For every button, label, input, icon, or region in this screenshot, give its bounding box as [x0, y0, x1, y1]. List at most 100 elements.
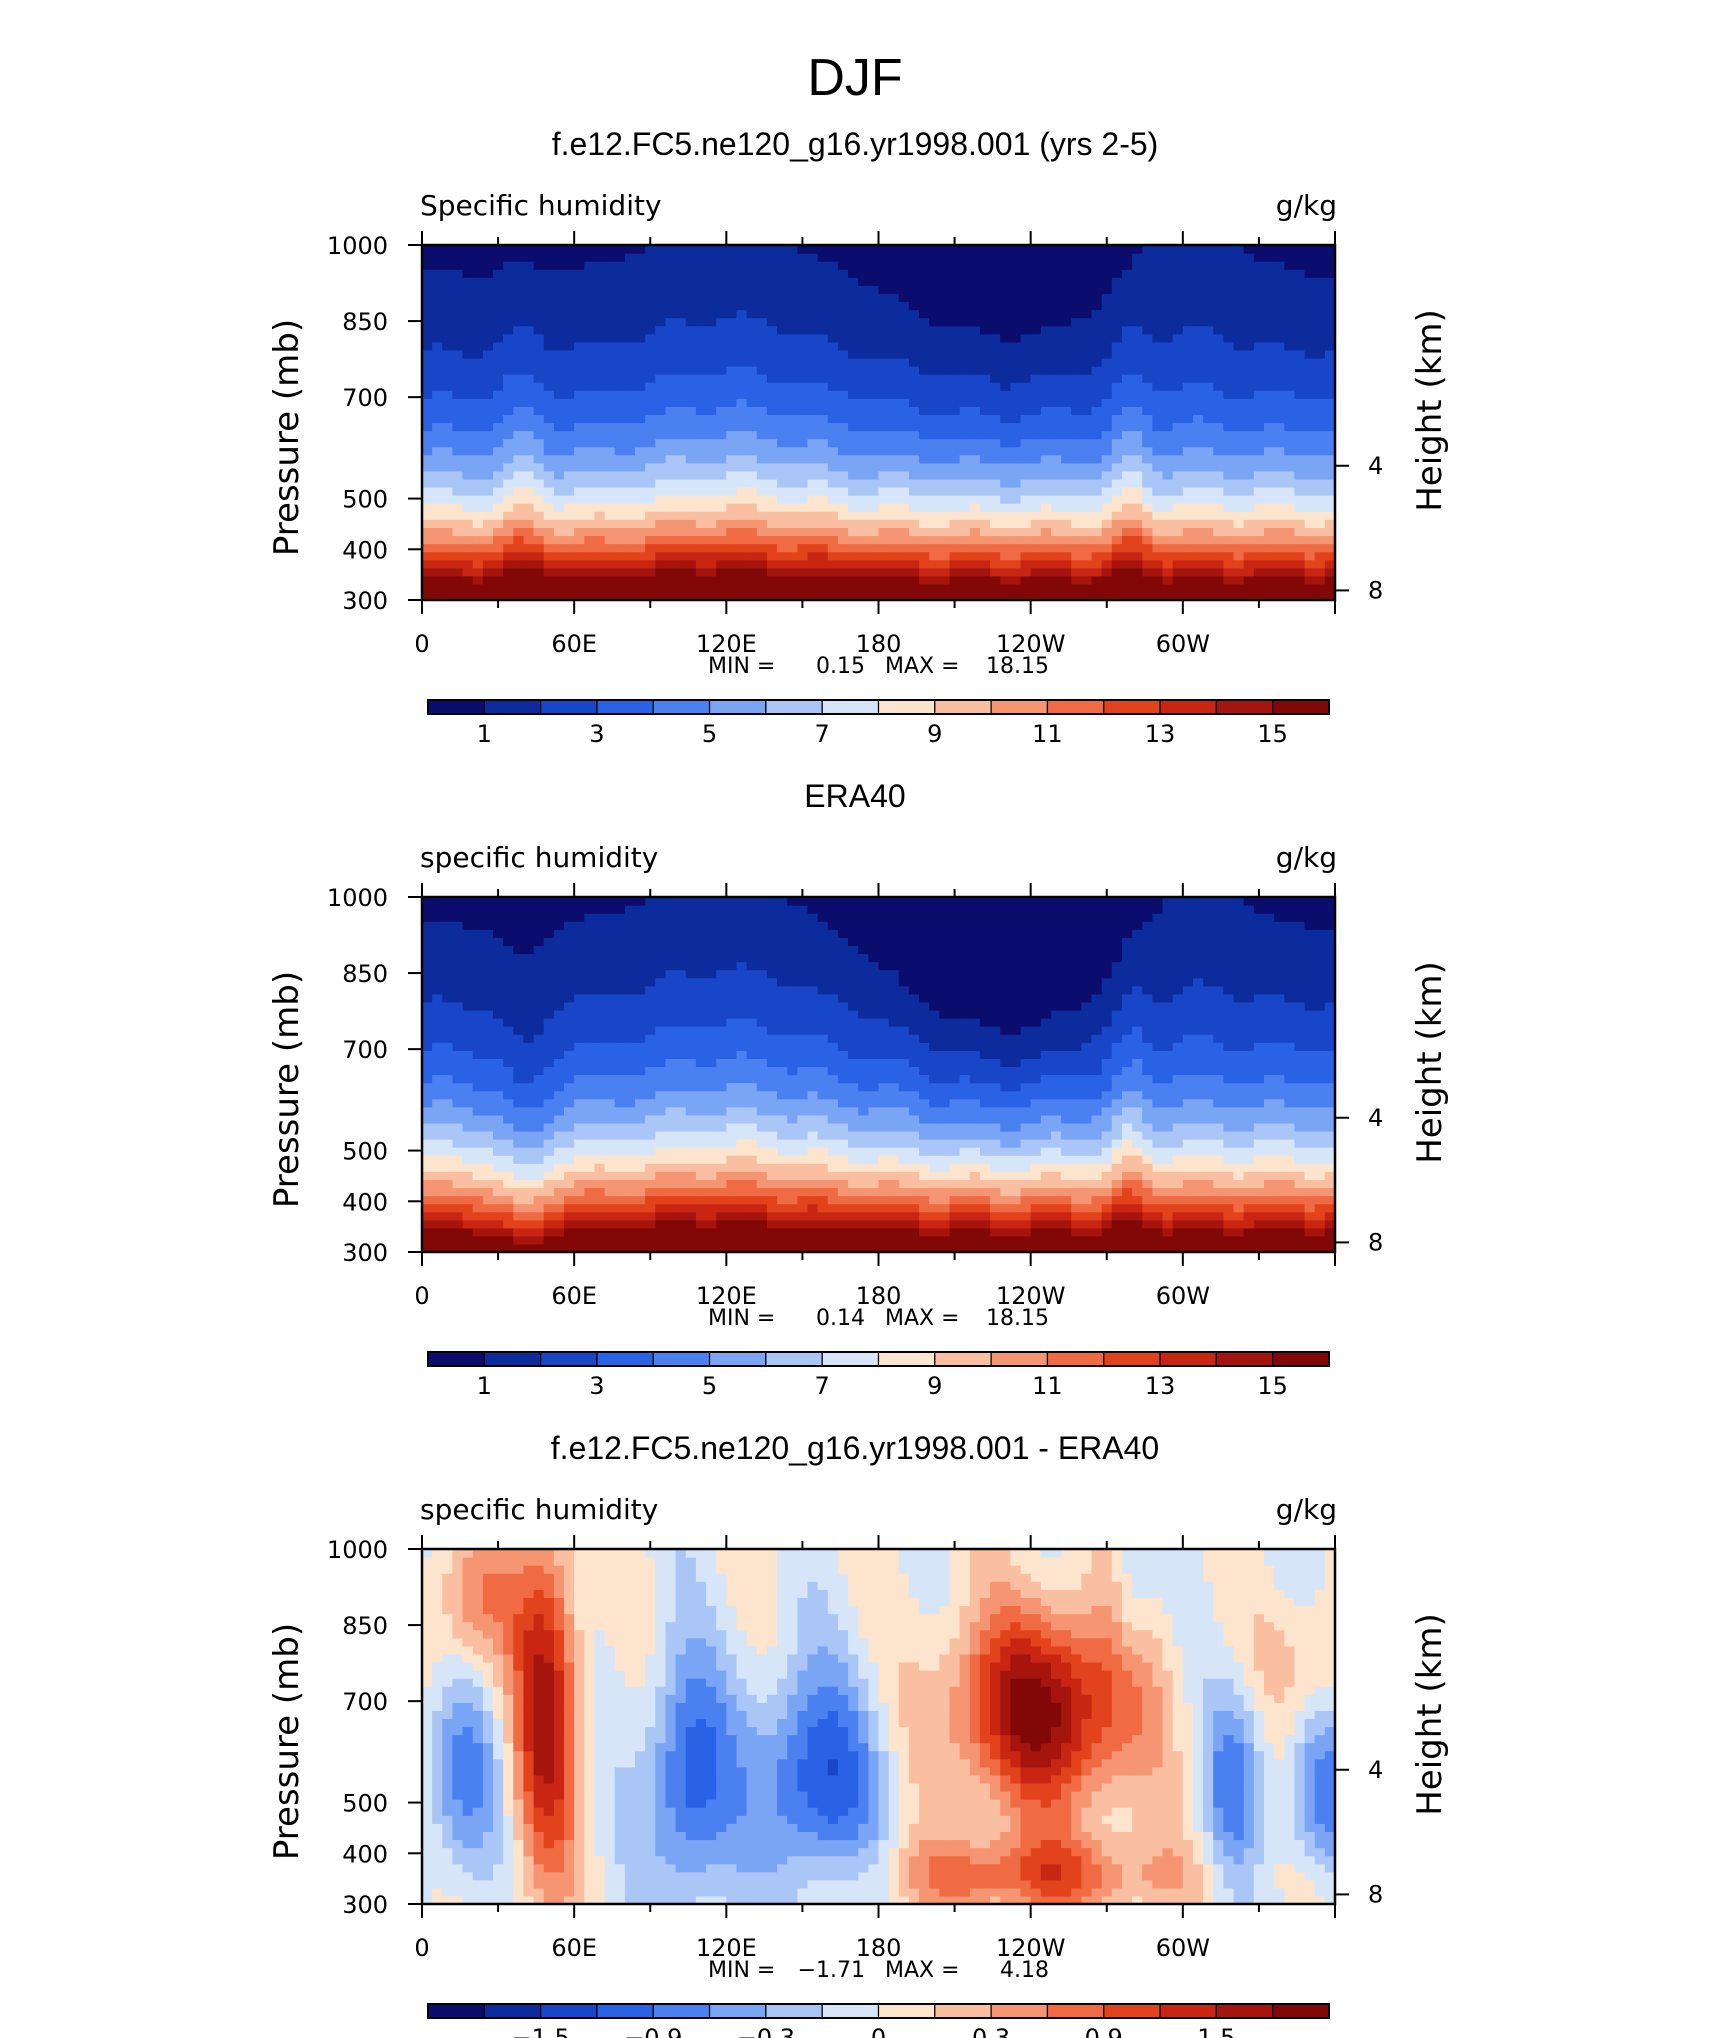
contour-cell	[990, 269, 1001, 278]
contour-cell	[1010, 478, 1022, 488]
contour-cell	[594, 301, 606, 311]
contour-cell	[898, 438, 910, 448]
contour-cell	[1314, 406, 1326, 416]
contour-cell	[624, 527, 636, 537]
contour-cell	[878, 430, 890, 440]
contour-cell	[1192, 422, 1204, 432]
contour-cell	[533, 977, 545, 987]
contour-cell	[898, 478, 910, 488]
contour-cell	[1121, 277, 1133, 286]
panel-title: f.e12.FC5.ne120_g16.yr1998.001 (yrs 2-5)	[552, 126, 1159, 162]
contour-cell	[533, 905, 545, 914]
contour-cell	[706, 462, 717, 472]
contour-cell	[848, 543, 859, 553]
contour-cell	[482, 921, 494, 930]
contour-cell	[513, 1050, 525, 1059]
contour-cell	[553, 969, 565, 979]
contour-cell	[848, 462, 859, 472]
contour-cell	[432, 333, 443, 343]
contour-cell	[1030, 406, 1042, 416]
contour-cell	[543, 1074, 555, 1084]
contour-cell	[493, 309, 504, 319]
contour-cell	[584, 591, 596, 601]
contour-cell	[513, 253, 525, 262]
contour-cell	[1203, 495, 1214, 504]
contour-cell	[1324, 462, 1336, 472]
contour-cell	[594, 953, 606, 963]
contour-cell	[665, 309, 677, 319]
contour-cell	[979, 543, 991, 553]
contour-cell	[452, 1098, 464, 1108]
contour-cell	[543, 430, 555, 440]
contour-cell	[1233, 333, 1245, 343]
contour-cell	[1223, 567, 1235, 577]
contour-cell	[513, 1155, 525, 1164]
contour-cell	[675, 543, 687, 553]
contour-cell	[979, 277, 991, 286]
contour-cell	[797, 462, 809, 472]
contour-cell	[1121, 317, 1133, 327]
contour-cell	[422, 1066, 433, 1076]
contour-cell	[574, 961, 585, 971]
contour-cell	[1142, 366, 1153, 375]
contour-cell	[1314, 503, 1326, 512]
contour-cell	[1274, 382, 1285, 391]
contour-cell	[1061, 495, 1072, 504]
contour-cell	[1050, 398, 1062, 407]
contour-cell	[1192, 390, 1204, 399]
contour-cell	[1223, 527, 1235, 537]
contour-cell	[685, 325, 697, 335]
contour-cell	[564, 913, 575, 922]
contour-cell	[685, 454, 697, 464]
contour-cell	[422, 897, 433, 906]
contour-cell	[695, 269, 707, 278]
contour-cell	[533, 1050, 545, 1059]
contour-cell	[939, 357, 951, 367]
contour-cell	[472, 269, 484, 278]
contour-cell	[817, 422, 829, 432]
contour-cell	[1253, 366, 1265, 375]
contour-cell	[553, 559, 565, 569]
contour-cell	[584, 1018, 596, 1027]
contour-cell	[1152, 285, 1164, 295]
contour-cell	[706, 519, 717, 528]
contour-cell	[959, 414, 971, 424]
contour-cell	[432, 430, 443, 440]
contour-cell	[553, 1058, 565, 1068]
contour-cell	[604, 1122, 616, 1132]
contour-cell	[574, 519, 585, 528]
contour-cell	[726, 511, 738, 520]
contour-cell	[472, 1098, 484, 1108]
contour-cell	[1223, 293, 1235, 303]
contour-cell	[1223, 317, 1235, 327]
contour-cell	[1213, 535, 1225, 545]
contour-cell	[1243, 366, 1255, 375]
contour-cell	[1172, 317, 1184, 327]
contour-cell	[787, 575, 798, 585]
contour-cell	[655, 511, 667, 520]
contour-cell	[949, 575, 961, 585]
contour-cell	[1121, 527, 1133, 537]
contour-cell	[604, 575, 616, 585]
contour-cell	[624, 454, 636, 464]
contour-cell	[1203, 333, 1214, 343]
contour-cell	[908, 543, 920, 553]
contour-cell	[1324, 430, 1336, 440]
contour-cell	[614, 1203, 626, 1213]
contour-cell	[949, 293, 961, 303]
contour-cell	[979, 487, 991, 496]
contour-cell	[1314, 261, 1326, 270]
contour-cell	[1172, 470, 1184, 480]
contour-cell	[1294, 366, 1306, 375]
contour-cell	[1000, 559, 1011, 569]
contour-cell	[645, 559, 656, 569]
contour-cell	[1050, 253, 1062, 262]
contour-cell	[1050, 309, 1062, 319]
contour-cell	[462, 559, 474, 569]
contour-cell	[422, 1147, 433, 1156]
contour-cell	[1071, 422, 1082, 432]
contour-cell	[959, 245, 971, 254]
contour-cell	[908, 446, 920, 456]
contour-cell	[604, 977, 616, 987]
contour-cell	[553, 1187, 565, 1197]
